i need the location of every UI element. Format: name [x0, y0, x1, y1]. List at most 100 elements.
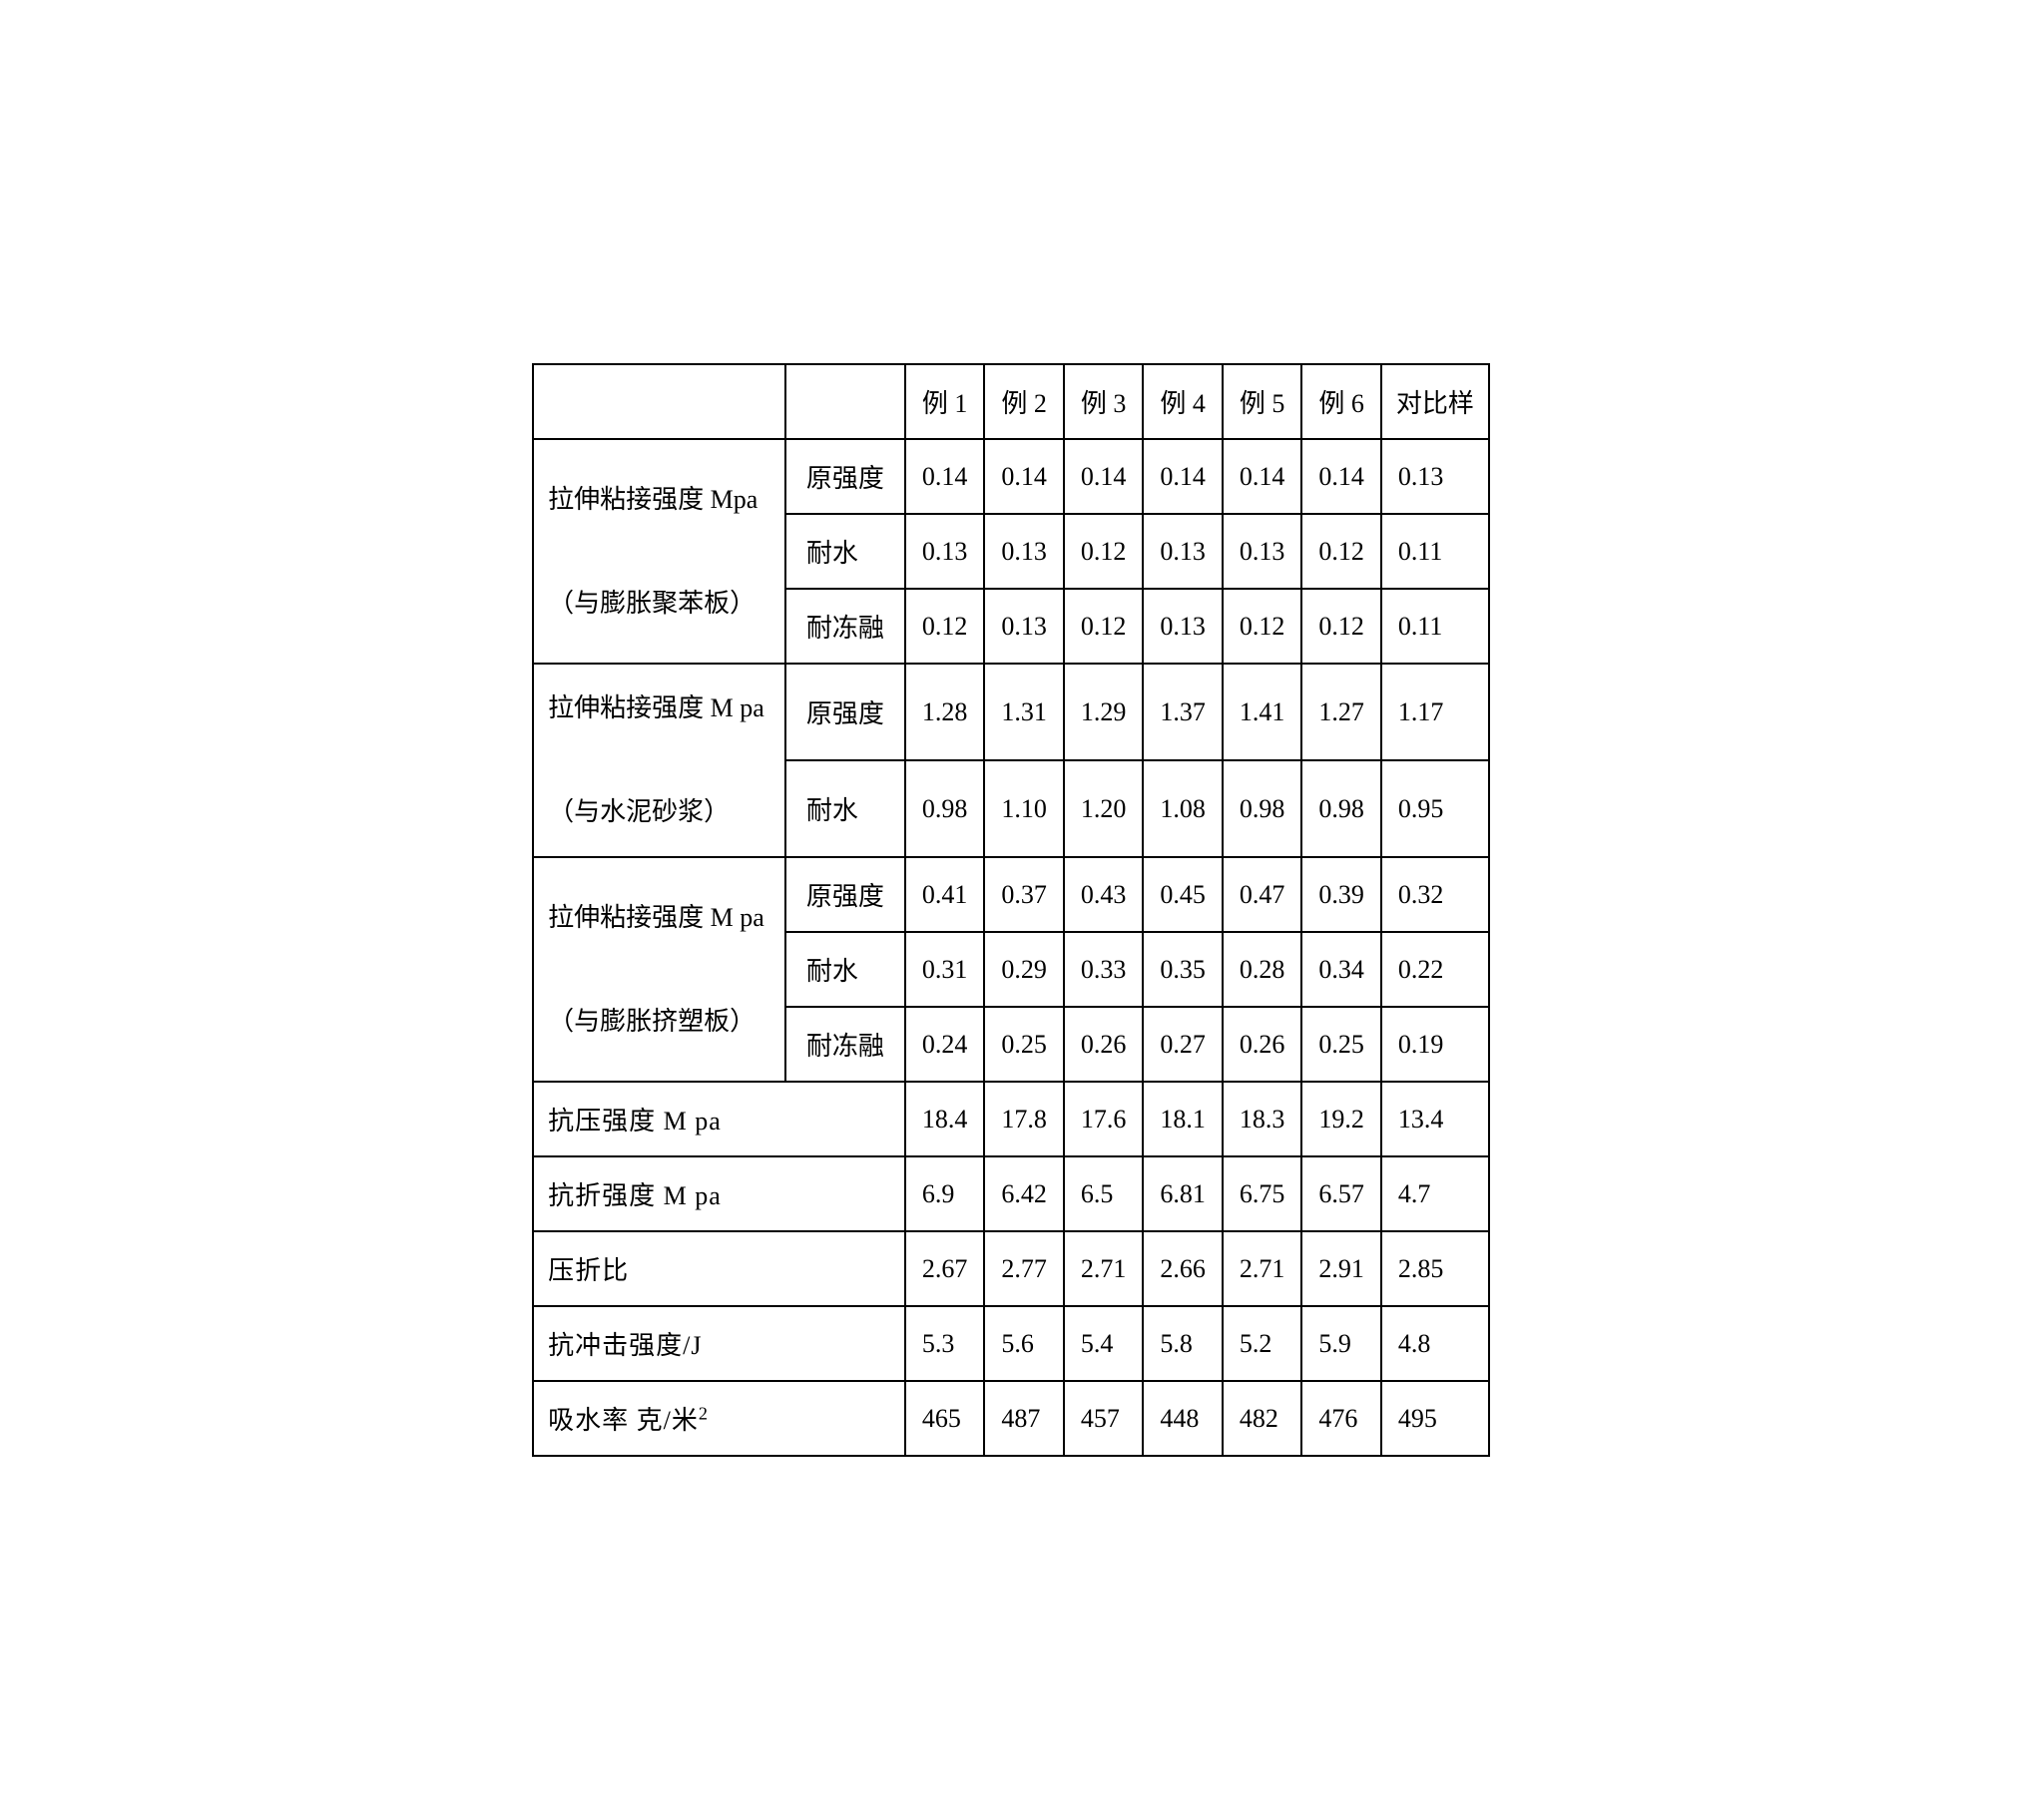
cell: 0.45: [1143, 857, 1223, 932]
group1-r1-sub: 原强度: [785, 439, 905, 514]
group3-r3-sub: 耐冻融: [785, 1007, 905, 1082]
cell: 0.39: [1301, 857, 1381, 932]
group2-label-line1: 拉伸粘接强度 M pa: [548, 693, 764, 722]
cell: 476: [1301, 1381, 1381, 1456]
cell: 2.91: [1301, 1231, 1381, 1306]
table-row: 拉伸粘接强度 M pa （与水泥砂浆） 原强度 1.28 1.31 1.29 1…: [533, 664, 1489, 760]
cell: 17.6: [1064, 1082, 1144, 1156]
single5-label: 吸水率 克/米2: [533, 1381, 905, 1456]
cell: 1.29: [1064, 664, 1144, 760]
data-table: 例 1 例 2 例 3 例 4 例 5 例 6 对比样 拉伸粘接强度 Mpa （…: [532, 363, 1490, 1457]
cell: 0.26: [1064, 1007, 1144, 1082]
single5-label-pre: 吸水率 克/米: [548, 1406, 699, 1435]
table-row: 拉伸粘接强度 M pa （与膨胀挤塑板） 原强度 0.41 0.37 0.43 …: [533, 857, 1489, 932]
cell: 487: [984, 1381, 1064, 1456]
cell: 0.47: [1223, 857, 1302, 932]
header-ex2: 例 2: [984, 364, 1064, 439]
cell: 0.13: [1143, 514, 1223, 589]
cell: 1.10: [984, 760, 1064, 857]
cell: 18.4: [905, 1082, 985, 1156]
group3-label-line2: （与膨胀挤塑板）: [548, 1007, 756, 1036]
cell: 0.13: [1143, 589, 1223, 664]
single3-label: 压折比: [533, 1231, 905, 1306]
header-blank-1: [533, 364, 785, 439]
cell: 2.71: [1064, 1231, 1144, 1306]
table-row: 吸水率 克/米2 465 487 457 448 482 476 495: [533, 1381, 1489, 1456]
group1-label-line1: 拉伸粘接强度 Mpa: [548, 485, 758, 514]
cell: 0.43: [1064, 857, 1144, 932]
cell: 5.2: [1223, 1306, 1302, 1381]
cell: 0.14: [1064, 439, 1144, 514]
cell: 1.17: [1381, 664, 1489, 760]
cell: 0.33: [1064, 932, 1144, 1007]
header-blank-2: [785, 364, 905, 439]
cell: 0.13: [1223, 514, 1302, 589]
cell: 0.13: [984, 514, 1064, 589]
cell: 0.29: [984, 932, 1064, 1007]
header-ex3: 例 3: [1064, 364, 1144, 439]
cell: 457: [1064, 1381, 1144, 1456]
cell: 5.6: [984, 1306, 1064, 1381]
cell: 1.20: [1064, 760, 1144, 857]
single4-label: 抗冲击强度/J: [533, 1306, 905, 1381]
cell: 4.7: [1381, 1156, 1489, 1231]
cell: 0.41: [905, 857, 985, 932]
cell: 0.14: [984, 439, 1064, 514]
cell: 6.5: [1064, 1156, 1144, 1231]
cell: 0.13: [905, 514, 985, 589]
cell: 482: [1223, 1381, 1302, 1456]
header-ex6: 例 6: [1301, 364, 1381, 439]
cell: 0.27: [1143, 1007, 1223, 1082]
cell: 18.1: [1143, 1082, 1223, 1156]
group3-r2-sub: 耐水: [785, 932, 905, 1007]
cell: 0.11: [1381, 589, 1489, 664]
cell: 6.75: [1223, 1156, 1302, 1231]
cell: 2.77: [984, 1231, 1064, 1306]
cell: 0.12: [1064, 589, 1144, 664]
cell: 0.26: [1223, 1007, 1302, 1082]
table-row: 压折比 2.67 2.77 2.71 2.66 2.71 2.91 2.85: [533, 1231, 1489, 1306]
table-row: 拉伸粘接强度 Mpa （与膨胀聚苯板） 原强度 0.14 0.14 0.14 0…: [533, 439, 1489, 514]
cell: 5.4: [1064, 1306, 1144, 1381]
cell: 17.8: [984, 1082, 1064, 1156]
cell: 0.95: [1381, 760, 1489, 857]
cell: 1.08: [1143, 760, 1223, 857]
cell: 0.25: [1301, 1007, 1381, 1082]
group1-r3-sub: 耐冻融: [785, 589, 905, 664]
cell: 1.28: [905, 664, 985, 760]
cell: 5.3: [905, 1306, 985, 1381]
cell: 0.98: [1223, 760, 1302, 857]
cell: 5.8: [1143, 1306, 1223, 1381]
group2-r1-sub: 原强度: [785, 664, 905, 760]
header-comp: 对比样: [1381, 364, 1489, 439]
cell: 0.14: [1223, 439, 1302, 514]
cell: 0.37: [984, 857, 1064, 932]
group1-label: 拉伸粘接强度 Mpa （与膨胀聚苯板）: [533, 439, 785, 664]
cell: 0.19: [1381, 1007, 1489, 1082]
cell: 2.71: [1223, 1231, 1302, 1306]
table-row: 抗冲击强度/J 5.3 5.6 5.4 5.8 5.2 5.9 4.8: [533, 1306, 1489, 1381]
cell: 2.85: [1381, 1231, 1489, 1306]
table-header-row: 例 1 例 2 例 3 例 4 例 5 例 6 对比样: [533, 364, 1489, 439]
cell: 0.12: [905, 589, 985, 664]
group2-r2-sub: 耐水: [785, 760, 905, 857]
cell: 13.4: [1381, 1082, 1489, 1156]
cell: 2.66: [1143, 1231, 1223, 1306]
cell: 1.37: [1143, 664, 1223, 760]
cell: 0.14: [1143, 439, 1223, 514]
group3-label: 拉伸粘接强度 M pa （与膨胀挤塑板）: [533, 857, 785, 1082]
group1-r2-sub: 耐水: [785, 514, 905, 589]
cell: 0.11: [1381, 514, 1489, 589]
single5-label-sup: 2: [699, 1403, 709, 1423]
cell: 0.34: [1301, 932, 1381, 1007]
cell: 0.22: [1381, 932, 1489, 1007]
header-ex4: 例 4: [1143, 364, 1223, 439]
cell: 0.12: [1301, 589, 1381, 664]
cell: 18.3: [1223, 1082, 1302, 1156]
cell: 495: [1381, 1381, 1489, 1456]
cell: 0.98: [905, 760, 985, 857]
cell: 0.24: [905, 1007, 985, 1082]
cell: 0.32: [1381, 857, 1489, 932]
cell: 19.2: [1301, 1082, 1381, 1156]
single1-label: 抗压强度 M pa: [533, 1082, 905, 1156]
